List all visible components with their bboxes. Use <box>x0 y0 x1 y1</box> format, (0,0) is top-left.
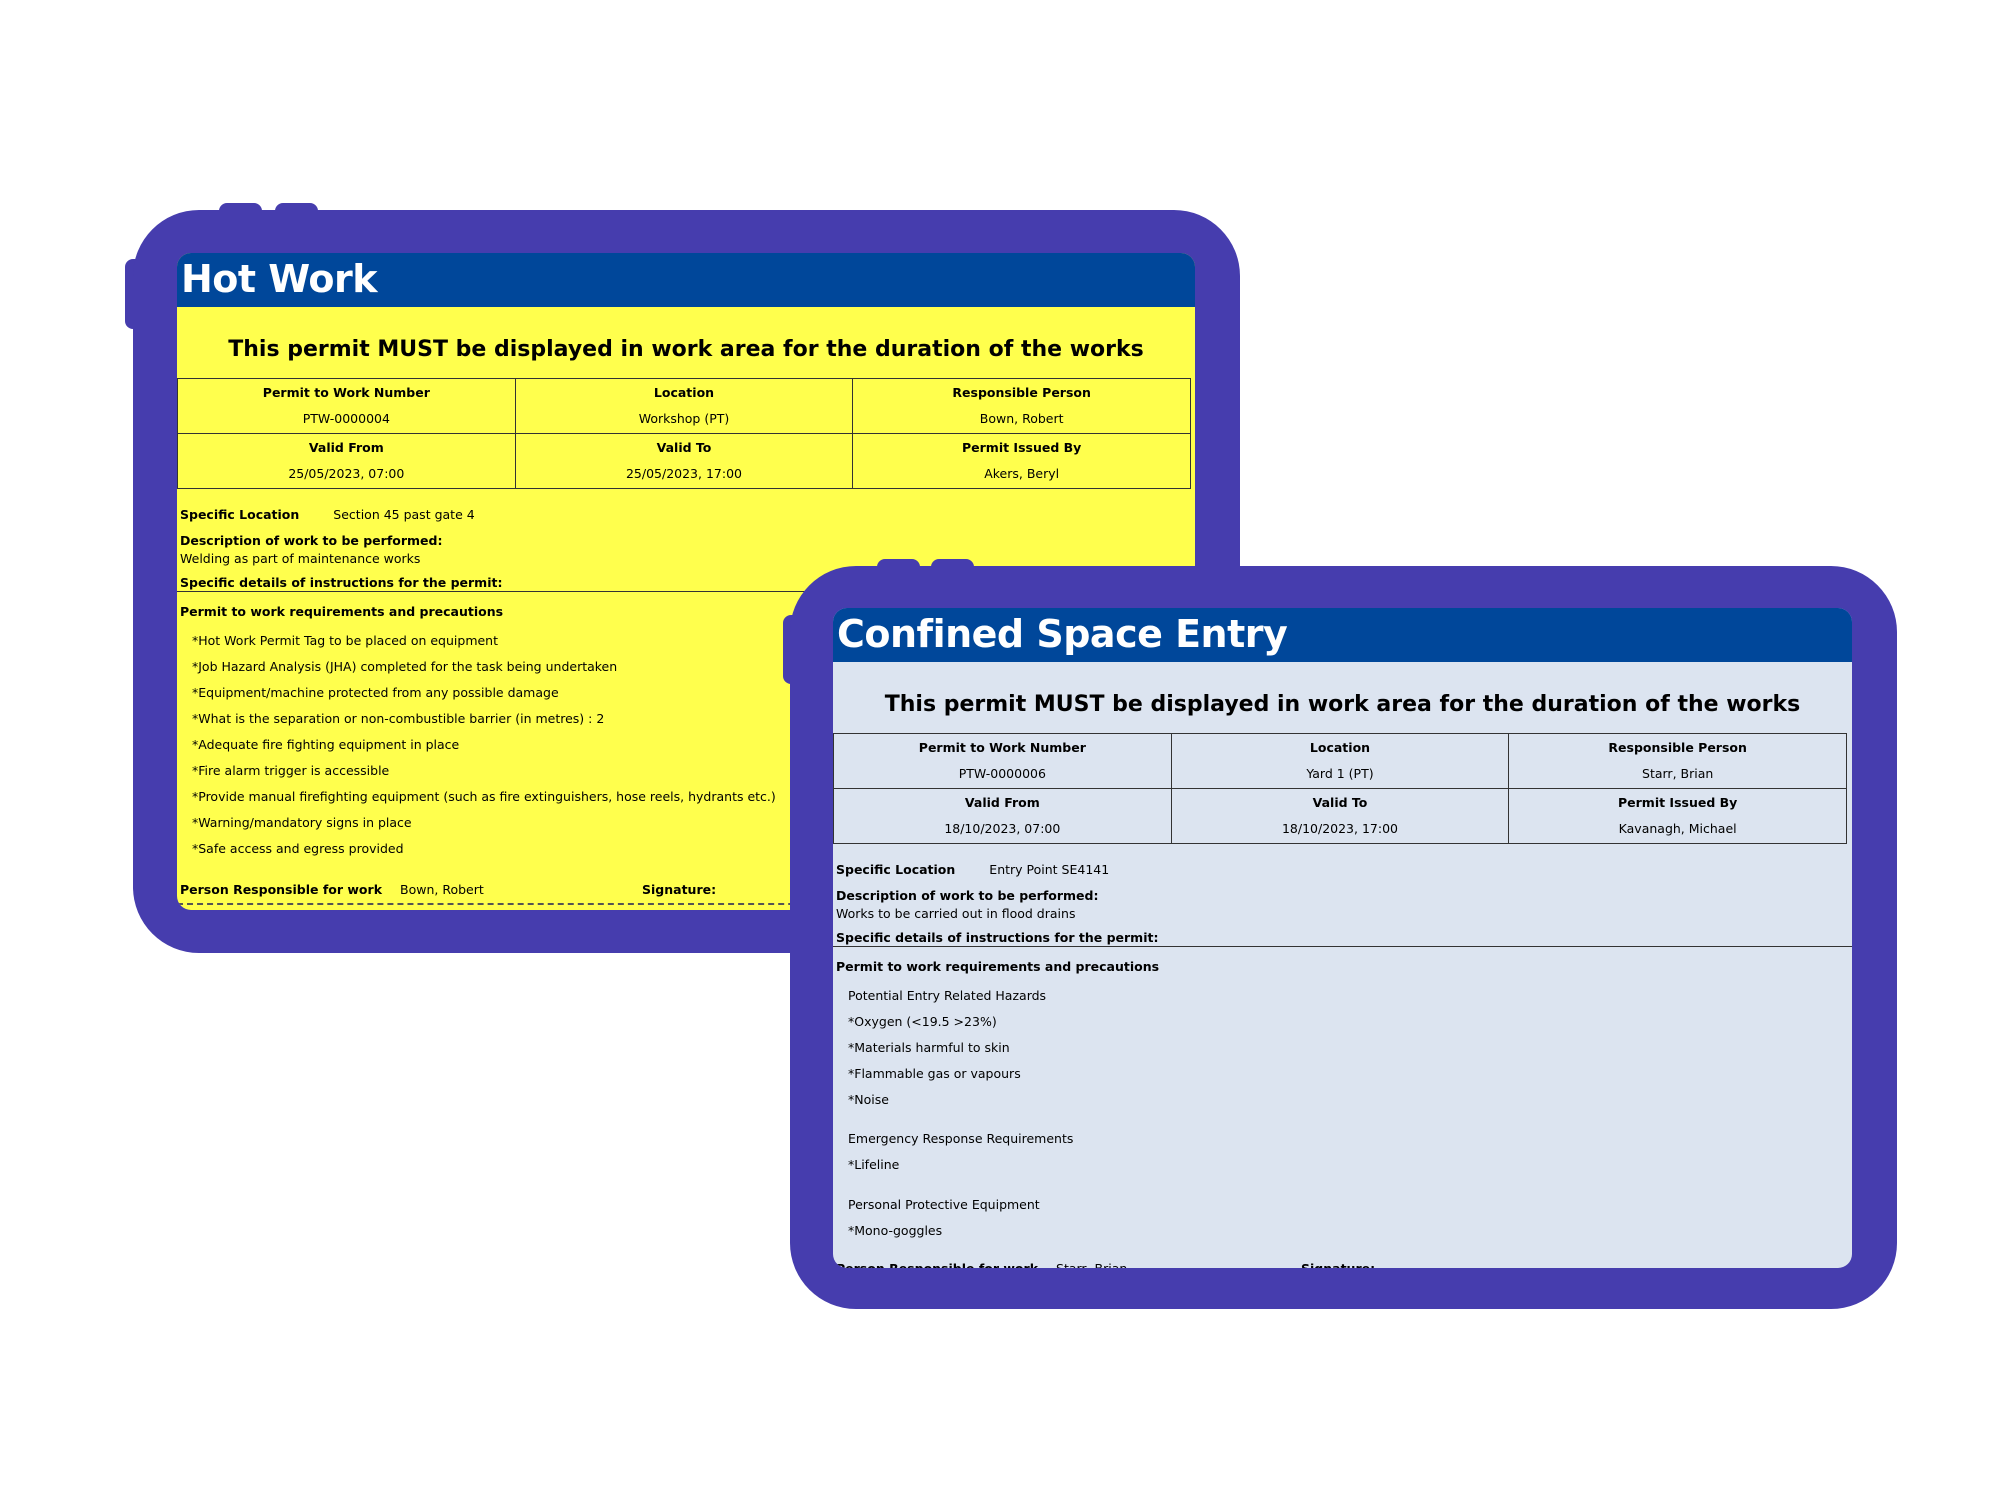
requirement-item: *Lifeline <box>848 1157 900 1172</box>
field-label: Location <box>653 385 715 400</box>
table-cell: Location Yard 1 (PT) <box>1170 733 1510 789</box>
requirement-item: Personal Protective Equipment <box>848 1197 1040 1212</box>
instructions-label: Specific details of instructions for the… <box>180 575 503 590</box>
field-label: Responsible Person <box>952 385 1091 400</box>
table-cell: Permit to Work Number PTW-0000006 <box>833 733 1172 789</box>
person-value: Starr, Brian <box>1056 1261 1127 1268</box>
permit-header: Hot Work <box>177 253 1195 307</box>
requirement-item: *Flammable gas or vapours <box>848 1066 1021 1081</box>
requirement-item: *Safe access and egress provided <box>192 841 404 856</box>
requirement-item: *Warning/mandatory signs in place <box>192 815 412 830</box>
field-value: Workshop (PT) <box>638 411 730 426</box>
permit-title: Hot Work <box>181 257 377 301</box>
field-label: Permit to Work Number <box>918 740 1086 755</box>
signature-label: Signature: <box>642 882 717 897</box>
divider <box>833 946 1852 947</box>
table-row: Permit to Work Number PTW-0000004 Location… <box>177 378 1191 434</box>
requirement-item: *What is the separation or non-combustib… <box>192 711 605 726</box>
requirement-item: *Adequate fire fighting equipment in pla… <box>192 737 460 752</box>
table-cell: Valid To 25/05/2023, 17:00 <box>514 433 854 489</box>
table-row: Permit to Work Number PTW-0000006 Location… <box>833 733 1847 789</box>
instructions-label: Specific details of instructions for the… <box>836 930 1159 945</box>
field-value: 25/05/2023, 07:00 <box>288 466 405 481</box>
field-value: PTW-0000006 <box>958 766 1046 781</box>
description-value: Works to be carried out in flood drains <box>836 906 1076 921</box>
table-row: Valid From 25/05/2023, 07:00 Valid To 25/05… <box>177 433 1191 489</box>
requirement-item: Potential Entry Related Hazards <box>848 988 1047 1003</box>
divider <box>177 591 1195 592</box>
description-value: Welding as part of maintenance works <box>180 551 421 566</box>
field-value: PTW-0000004 <box>302 411 390 426</box>
permit-title: Confined Space Entry <box>837 612 1288 656</box>
table-cell: Location Workshop (PT) <box>514 378 854 434</box>
field-label: Valid To <box>656 440 712 455</box>
requirement-item: *Mono-goggles <box>848 1223 943 1238</box>
field-value: Starr, Brian <box>1642 766 1714 781</box>
person-responsible-row: Person Responsible for work Bown, Robert <box>180 882 484 897</box>
requirement-item: *Equipment/machine protected from any po… <box>192 685 559 700</box>
specific-location-value: Entry Point SE4141 <box>989 862 1110 877</box>
field-label: Location <box>1309 740 1371 755</box>
field-label: Valid From <box>308 440 384 455</box>
person-label: Person Responsible for work <box>180 882 383 897</box>
display-notice: This permit MUST be displayed in work ar… <box>884 692 1801 717</box>
field-label: Valid To <box>1312 795 1368 810</box>
permit-details-table: Permit to Work Number PTW-0000006 Location… <box>833 733 1847 844</box>
table-cell: Permit Issued By Kavanagh, Michael <box>1508 788 1847 844</box>
table-cell: Responsible Person Bown, Robert <box>852 378 1191 434</box>
permit-document: Confined Space Entry This permit MUST be … <box>833 608 1852 1268</box>
requirement-item: *Job Hazard Analysis (JHA) completed for… <box>192 659 618 674</box>
requirements-label: Permit to work requirements and precauti… <box>180 604 504 619</box>
person-label: Person Responsible for work <box>836 1261 1038 1268</box>
specific-location-label: Specific Location <box>836 862 956 877</box>
permit-details-table: Permit to Work Number PTW-0000004 Location… <box>177 378 1191 489</box>
permit-header: Confined Space Entry <box>833 608 1852 662</box>
person-value: Bown, Robert <box>400 882 484 897</box>
specific-location-row: Specific Location Entry Point SE4141 <box>836 862 1109 877</box>
signature-label: Signature: <box>1301 1261 1375 1268</box>
field-value: Akers, Beryl <box>984 466 1060 481</box>
field-label: Permit Issued By <box>961 440 1082 455</box>
table-cell: Valid From 25/05/2023, 07:00 <box>177 433 516 489</box>
requirement-item: Emergency Response Requirements <box>848 1131 1074 1146</box>
table-row: Valid From 18/10/2023, 07:00 Valid To 18/10… <box>833 788 1847 844</box>
field-value: Kavanagh, Michael <box>1618 821 1737 836</box>
requirement-item: *Noise <box>848 1092 889 1107</box>
requirement-item: *Oxygen (<19.5 >23%) <box>848 1014 997 1029</box>
requirement-item: *Provide manual firefighting equipment (… <box>192 789 776 804</box>
field-value: Bown, Robert <box>979 411 1064 426</box>
person-responsible-row: Person Responsible for work Starr, Brian <box>836 1261 1127 1268</box>
field-label: Permit to Work Number <box>262 385 430 400</box>
table-cell: Valid To 18/10/2023, 17:00 <box>1170 788 1510 844</box>
table-cell: Responsible Person Starr, Brian <box>1508 733 1847 789</box>
table-cell: Permit Issued By Akers, Beryl <box>852 433 1191 489</box>
specific-location-label: Specific Location <box>180 507 300 522</box>
field-label: Responsible Person <box>1608 740 1747 755</box>
table-cell: Valid From 18/10/2023, 07:00 <box>833 788 1172 844</box>
field-label: Valid From <box>964 795 1040 810</box>
field-value: 18/10/2023, 07:00 <box>944 821 1061 836</box>
field-label: Permit Issued By <box>1617 795 1738 810</box>
specific-location-row: Specific Location Section 45 past gate 4 <box>180 507 475 522</box>
table-cell: Permit to Work Number PTW-0000004 <box>177 378 516 434</box>
signature-cut-line <box>177 903 1195 905</box>
requirement-item: *Hot Work Permit Tag to be placed on equ… <box>192 633 499 648</box>
display-notice: This permit MUST be displayed in work ar… <box>228 337 1144 362</box>
requirement-item: *Materials harmful to skin <box>848 1040 1010 1055</box>
field-value: Yard 1 (PT) <box>1306 766 1374 781</box>
requirement-item: *Fire alarm trigger is accessible <box>192 763 390 778</box>
requirements-label: Permit to work requirements and precauti… <box>836 959 1160 974</box>
specific-location-value: Section 45 past gate 4 <box>333 507 475 522</box>
description-label: Description of work to be performed: <box>836 888 1099 903</box>
field-value: 25/05/2023, 17:00 <box>625 466 742 481</box>
field-value: 18/10/2023, 17:00 <box>1281 821 1398 836</box>
description-label: Description of work to be performed: <box>180 533 443 548</box>
permit-document: Hot Work This permit MUST be displayed in… <box>177 253 1195 910</box>
